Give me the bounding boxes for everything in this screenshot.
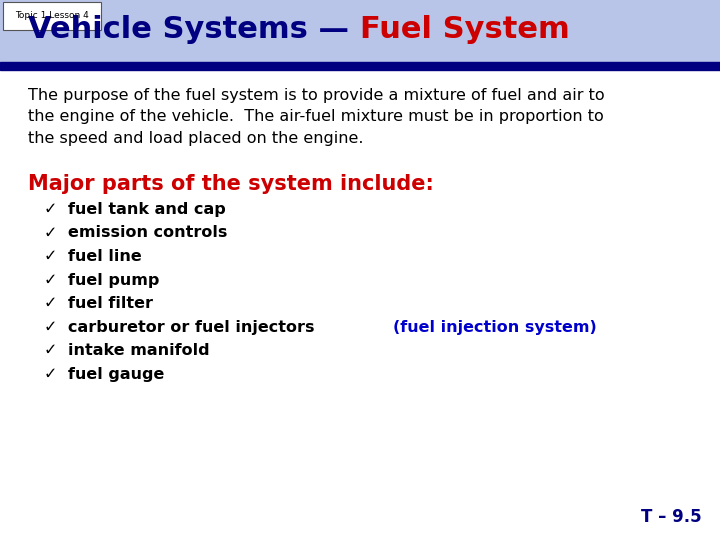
Text: fuel line: fuel line [68, 249, 142, 264]
Text: ✓: ✓ [43, 225, 57, 240]
Text: the engine of the vehicle.  The air-fuel mixture must be in proportion to: the engine of the vehicle. The air-fuel … [28, 109, 604, 124]
Text: Vehicle Systems —: Vehicle Systems — [28, 15, 360, 44]
Bar [3, 2, 101, 30]
Text: Topic 1 Lesson 4: Topic 1 Lesson 4 [15, 11, 89, 21]
Text: fuel filter: fuel filter [68, 296, 153, 311]
Bar [0, 0, 720, 62]
Text: The purpose of the fuel system is to provide a mixture of fuel and air to: The purpose of the fuel system is to pro… [28, 88, 605, 103]
Text: intake manifold: intake manifold [68, 343, 210, 358]
Text: ✓: ✓ [43, 343, 57, 358]
Text: ✓: ✓ [43, 367, 57, 382]
Text: fuel pump: fuel pump [68, 273, 159, 287]
Text: the speed and load placed on the engine.: the speed and load placed on the engine. [28, 131, 364, 146]
Text: (fuel injection system): (fuel injection system) [393, 320, 597, 335]
Text: ✓: ✓ [43, 296, 57, 311]
Text: carburetor or fuel injectors: carburetor or fuel injectors [68, 320, 320, 335]
Text: T – 9.5: T – 9.5 [642, 508, 702, 526]
Text: ✓: ✓ [43, 320, 57, 335]
Text: Major parts of the system include:: Major parts of the system include: [28, 174, 434, 194]
Text: ✓: ✓ [43, 249, 57, 264]
Text: ✓: ✓ [43, 202, 57, 217]
Text: Fuel System: Fuel System [360, 15, 570, 44]
Text: fuel tank and cap: fuel tank and cap [68, 202, 226, 217]
Text: emission controls: emission controls [68, 225, 228, 240]
Text: fuel gauge: fuel gauge [68, 367, 164, 382]
Bar [0, 62, 720, 70]
Text: ✓: ✓ [43, 273, 57, 287]
